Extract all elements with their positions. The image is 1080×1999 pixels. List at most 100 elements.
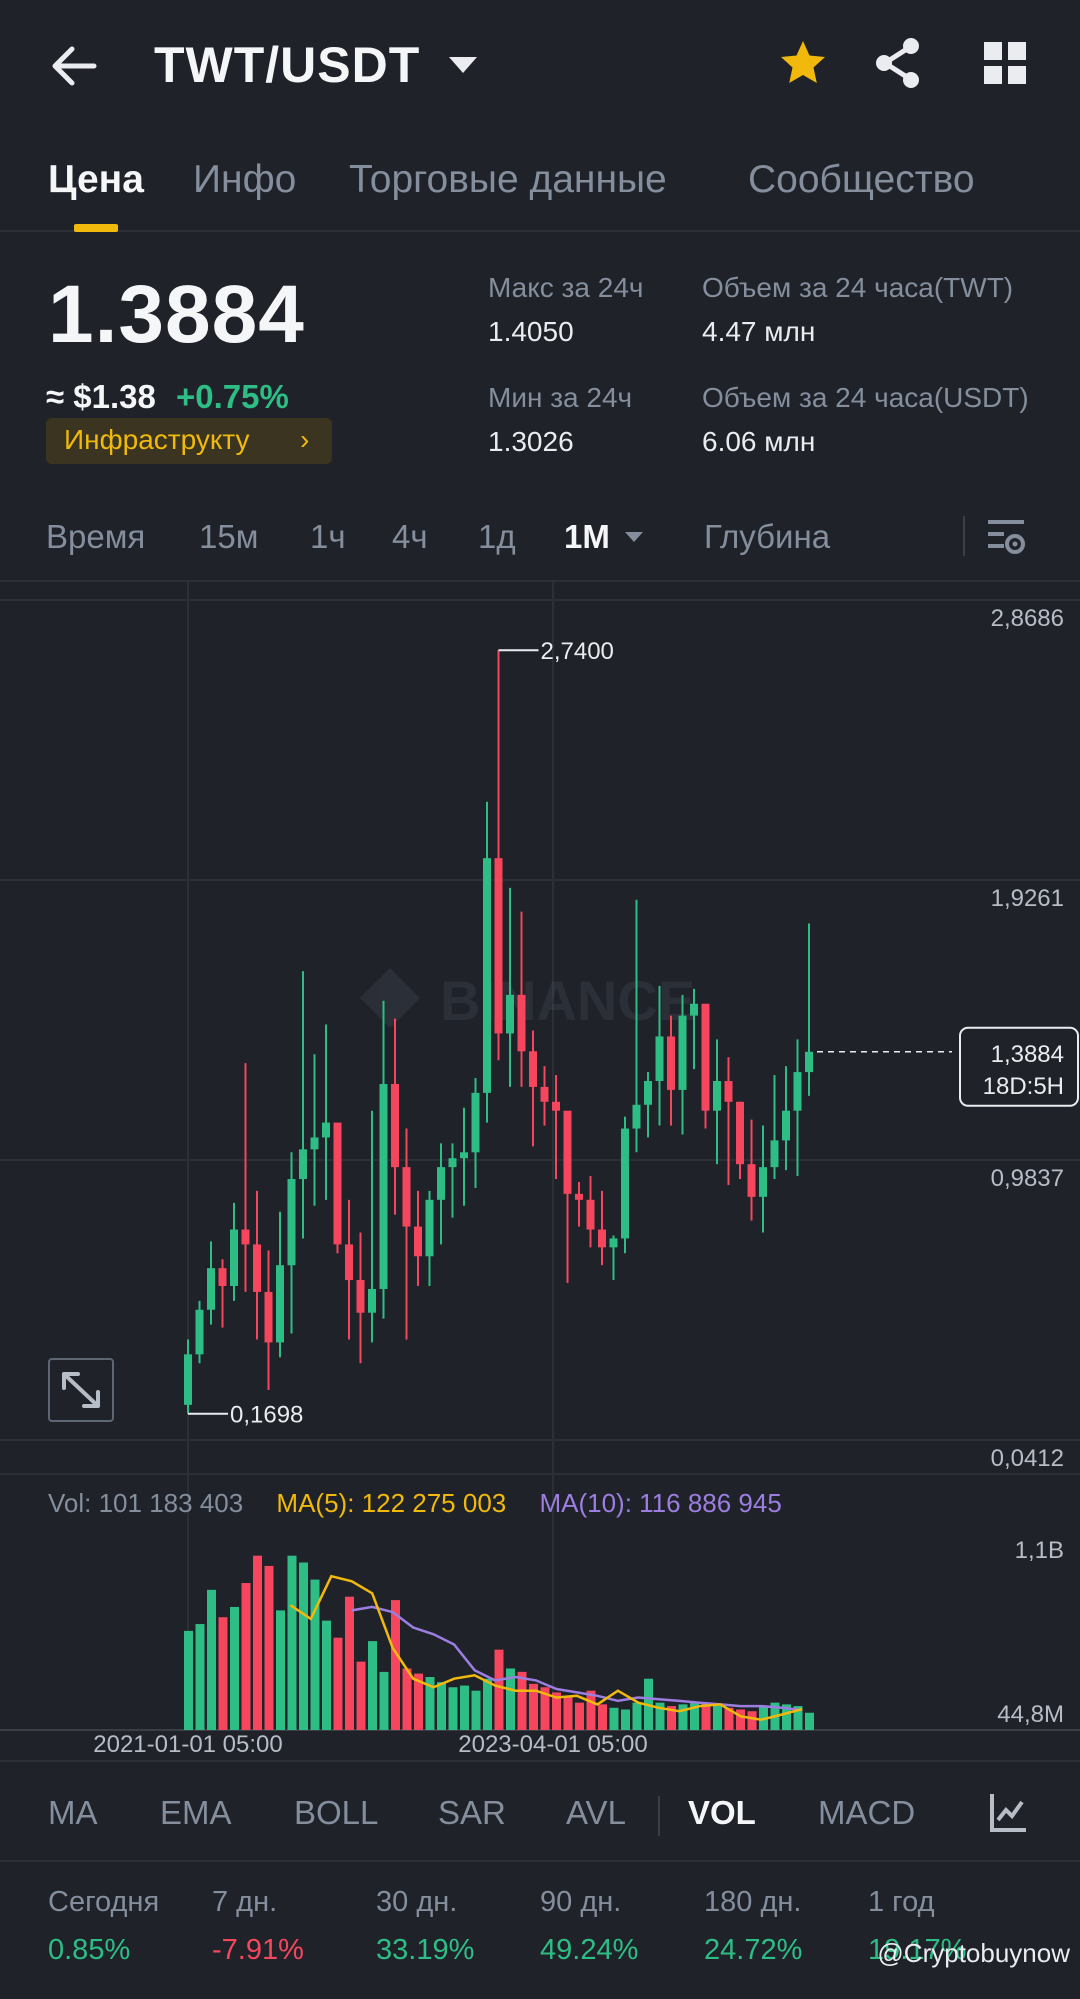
- y-axis-tick: 0,0412: [991, 1445, 1064, 1472]
- candle-body: [379, 1083, 388, 1289]
- candle-body: [494, 858, 503, 1034]
- volume-bar: [563, 1695, 573, 1730]
- y-axis-tick: 1,9261: [991, 885, 1064, 912]
- volume-ma-lines: [289, 1574, 803, 1721]
- caret-down-icon[interactable]: [624, 530, 644, 544]
- candle-body: [552, 1101, 560, 1111]
- candle-body: [448, 1158, 457, 1168]
- indicator-avl[interactable]: AVL: [566, 1794, 626, 1831]
- candle-body: [724, 1080, 733, 1102]
- perf-today-value: 0.85%: [48, 1934, 131, 1966]
- candle-body: [264, 1291, 273, 1343]
- candle-body: [690, 1003, 698, 1016]
- indicator-settings-icon[interactable]: [988, 1790, 1028, 1834]
- current-price-box: [959, 1026, 1079, 1107]
- candle-body: [483, 858, 491, 1093]
- volume-bar: [598, 1704, 607, 1730]
- timeframe-1d[interactable]: 1д: [478, 518, 516, 555]
- candle-body: [460, 1152, 468, 1159]
- tab-bar: Цена Инфо Торговые данные Сообщество: [0, 150, 1080, 232]
- candle-body: [391, 1083, 399, 1168]
- star-icon[interactable]: [778, 38, 828, 88]
- timeframe-depth[interactable]: Глубина: [704, 518, 831, 555]
- y-axis-tick: 0,9837: [991, 1165, 1064, 1192]
- perf-90d-value: 49.24%: [540, 1934, 639, 1966]
- indicator-ma[interactable]: MA: [48, 1794, 98, 1831]
- volume-bar: [517, 1671, 527, 1730]
- caret-down-icon[interactable]: [446, 52, 480, 78]
- chevron-right-icon: ›: [300, 424, 310, 455]
- chart-settings-icon[interactable]: [986, 516, 1026, 558]
- perf-7d-label: 7 дн.: [212, 1886, 278, 1918]
- tab-community[interactable]: Сообщество: [748, 158, 975, 201]
- volume-bar: [310, 1579, 320, 1730]
- expand-icon: [62, 1372, 100, 1408]
- divider: [0, 1860, 1080, 1862]
- indicator-sar[interactable]: SAR: [438, 1794, 506, 1831]
- perf-30d-value: 33.19%: [376, 1934, 475, 1966]
- timeframe-4h[interactable]: 4ч: [392, 518, 428, 555]
- volume-bar: [287, 1555, 297, 1730]
- candle-body: [368, 1288, 376, 1313]
- volume-bar: [782, 1704, 791, 1730]
- candle-body: [253, 1244, 261, 1292]
- indicator-vol[interactable]: VOL: [688, 1794, 756, 1831]
- volume-bar: [667, 1706, 676, 1730]
- candle-body: [632, 1104, 641, 1129]
- tab-info[interactable]: Инфо: [193, 158, 297, 201]
- timeframe-1h[interactable]: 1ч: [310, 518, 346, 555]
- chart-grid: [0, 580, 1080, 1731]
- ma10-line: [351, 1605, 803, 1712]
- candle-body: [713, 1080, 721, 1111]
- expand-chart-button[interactable]: [48, 1358, 114, 1422]
- divider: [0, 1760, 1080, 1762]
- volume-bar: [184, 1630, 193, 1730]
- price-chart[interactable]: BINANCE 2,8686 1,9261 0,9837 0,0412 2,7400 0,…: [0, 580, 1080, 1780]
- volume-twt-value: 4.47 млн: [702, 316, 816, 347]
- credit-watermark: @Cryptobuynow: [877, 1938, 1070, 1968]
- volume-bar: [253, 1555, 262, 1730]
- timeframe-time[interactable]: Время: [46, 518, 146, 555]
- candle-body: [195, 1309, 204, 1355]
- volume-bar: [690, 1702, 699, 1730]
- indicator-macd[interactable]: MACD: [818, 1794, 916, 1831]
- volume-bar: [724, 1707, 734, 1730]
- volume-bar: [736, 1709, 745, 1730]
- tab-trading-data[interactable]: Торговые данные: [349, 158, 667, 201]
- indicator-ema[interactable]: EMA: [160, 1794, 232, 1831]
- volume-bar: [632, 1702, 642, 1730]
- divider: [0, 580, 1080, 582]
- volume-bar: [379, 1671, 389, 1730]
- candle-body: [529, 1051, 537, 1087]
- y-axis-tick: 2,8686: [991, 605, 1064, 632]
- current-price-label: 1,3884: [991, 1041, 1064, 1068]
- timeframe-1m[interactable]: 1M: [564, 518, 610, 555]
- candle-body: [310, 1137, 319, 1150]
- timeframe-15m[interactable]: 15м: [199, 518, 259, 555]
- tab-price[interactable]: Цена: [48, 158, 144, 201]
- volume-bar: [195, 1624, 205, 1730]
- volume-bar: [425, 1677, 435, 1730]
- grid-icon[interactable]: [982, 40, 1028, 86]
- perf-today-label: Сегодня: [48, 1886, 160, 1918]
- usd-approx-price: ≈ $1.38: [46, 378, 156, 415]
- volume-bar: [276, 1610, 285, 1730]
- candle-body: [678, 1015, 687, 1090]
- back-arrow-icon[interactable]: [46, 38, 102, 94]
- volume-bar: [621, 1709, 630, 1730]
- candles-group: [184, 650, 813, 1414]
- category-tag[interactable]: Инфраструкту ›: [46, 418, 332, 464]
- candle-body: [517, 994, 526, 1052]
- pair-title[interactable]: TWT/USDT: [154, 37, 421, 93]
- volume-bar: [299, 1562, 308, 1730]
- share-icon[interactable]: [872, 36, 924, 90]
- candle-body: [207, 1268, 215, 1310]
- countdown-label: 18D:5H: [983, 1073, 1064, 1100]
- candle-body: [322, 1122, 330, 1138]
- candlestick-chart[interactable]: BINANCE 2,8686 1,9261 0,9837 0,0412 2,7400 0,…: [0, 580, 1080, 1780]
- candle-body: [402, 1167, 411, 1227]
- candle-body: [644, 1080, 652, 1105]
- indicator-boll[interactable]: BOLL: [294, 1794, 379, 1831]
- low-24h-label: Мин за 24ч: [488, 382, 633, 413]
- volume-bar: [356, 1661, 366, 1730]
